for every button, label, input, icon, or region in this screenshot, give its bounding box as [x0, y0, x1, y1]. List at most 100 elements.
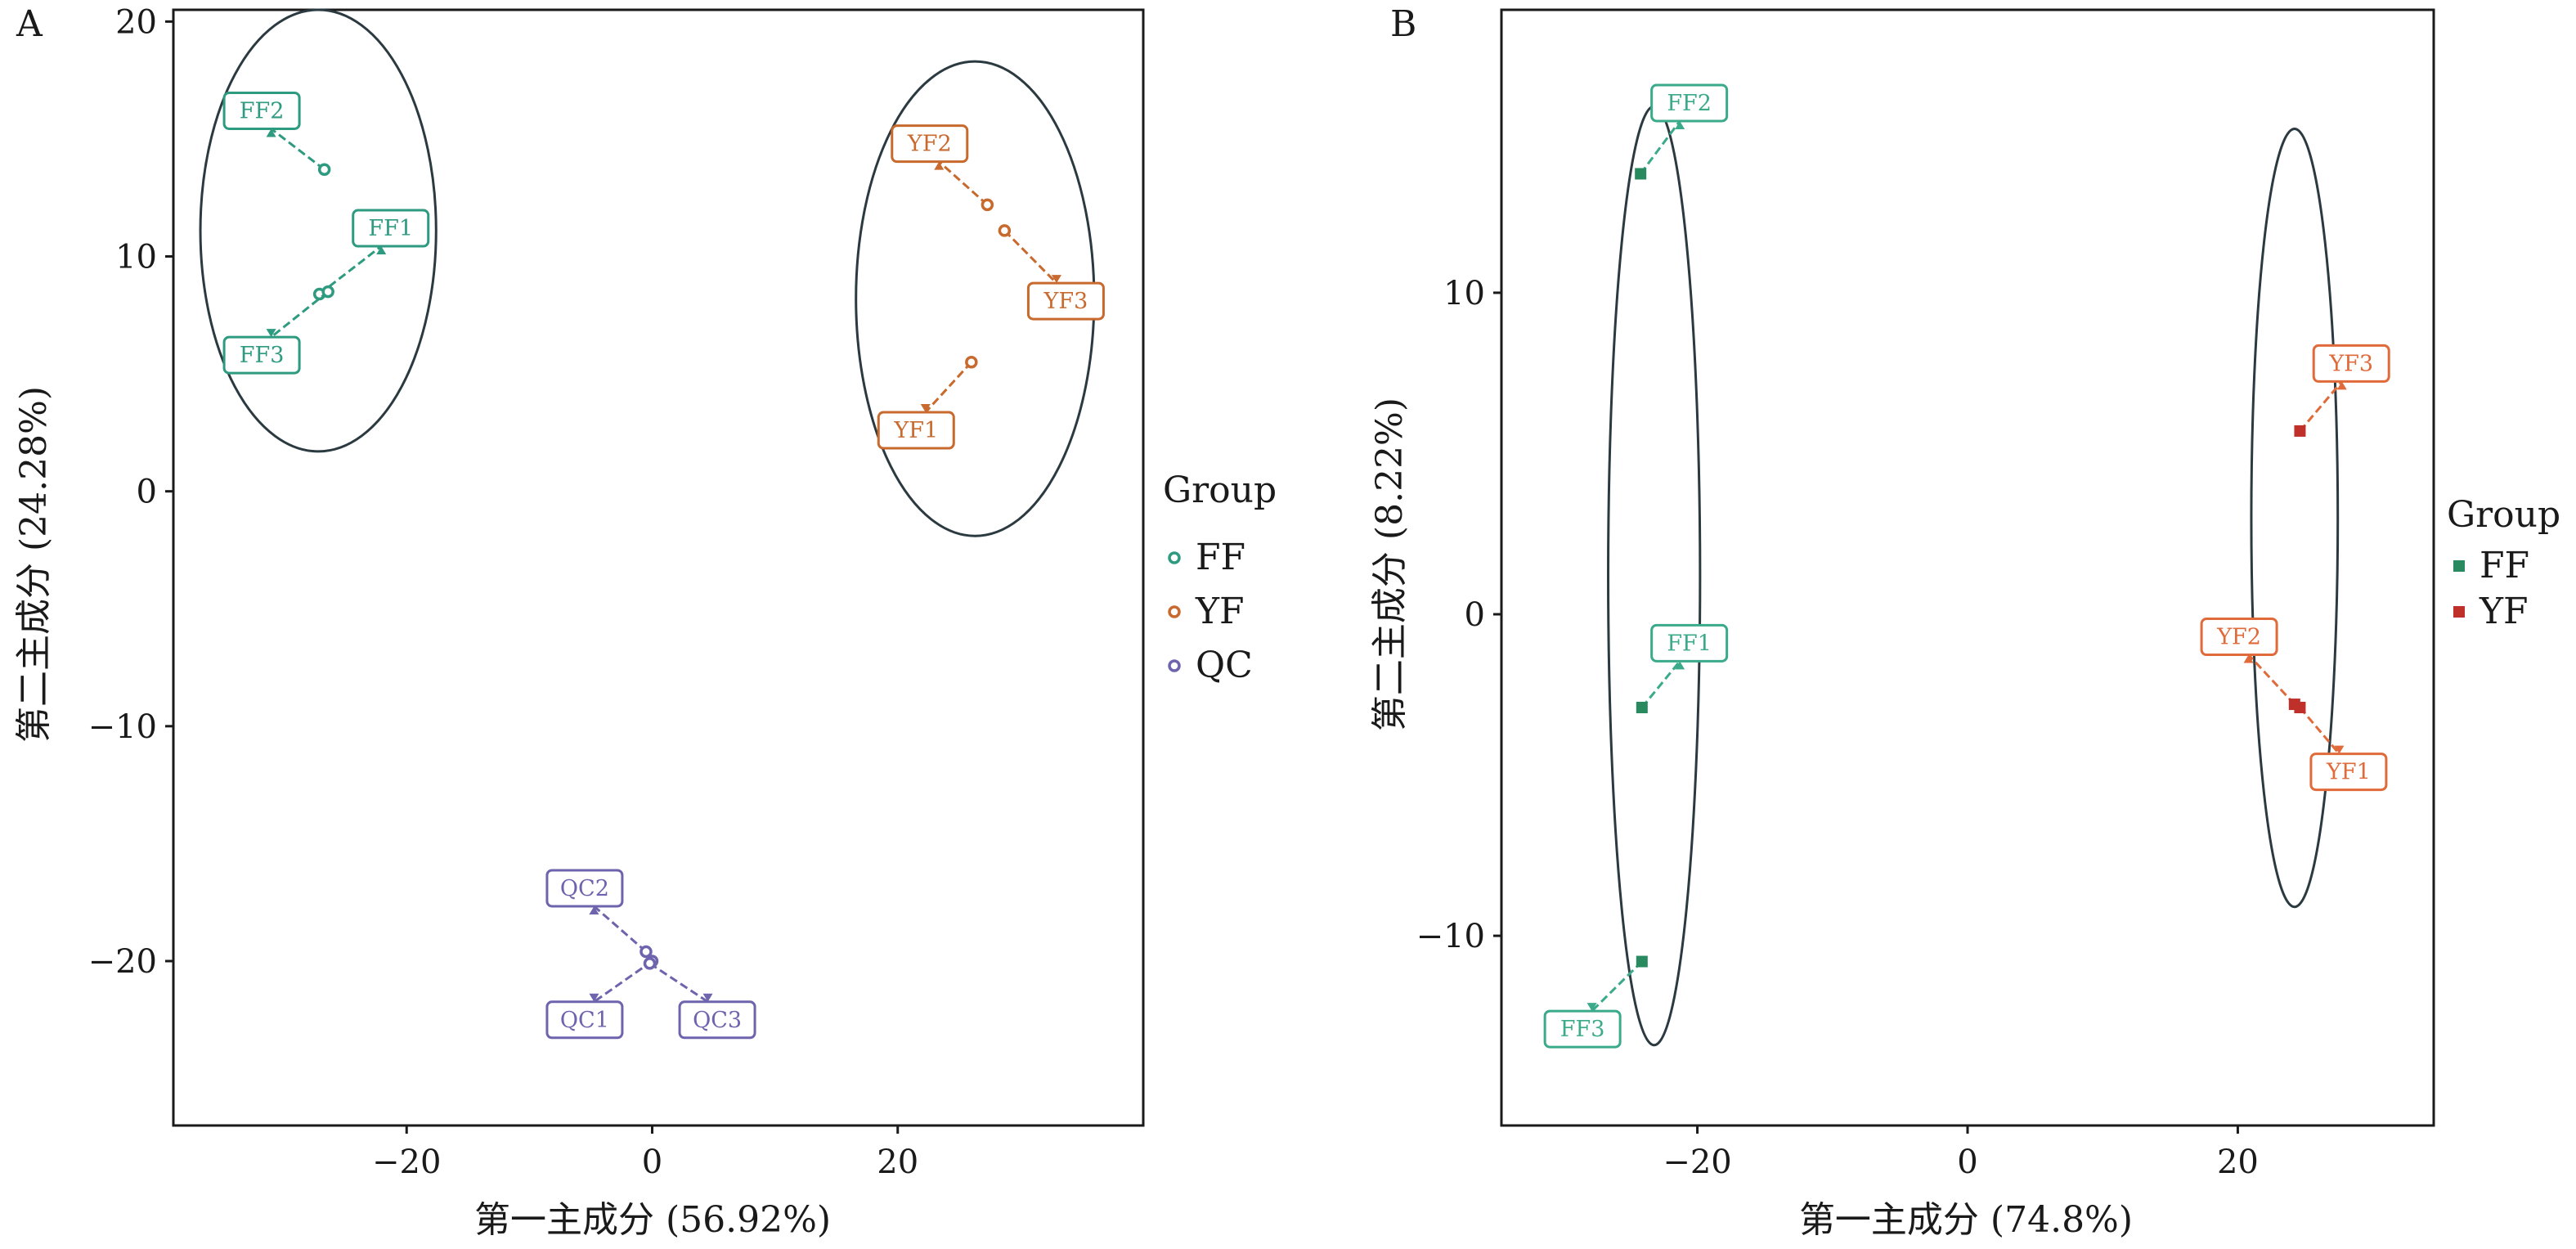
point-label: YF2	[891, 124, 989, 206]
label-box	[545, 869, 624, 908]
point-label: FF2	[1639, 83, 1729, 175]
legend-marker	[2453, 606, 2465, 618]
leader-arrow	[1586, 1003, 1597, 1012]
data-point	[998, 224, 1012, 237]
y-tick-label: 10	[115, 239, 157, 276]
point-label: YF2	[2200, 618, 2296, 706]
y-axis-title: 第二主成分 (8.22%)	[1369, 398, 1411, 731]
leader-arrow	[376, 246, 387, 255]
legend-title: Group	[2447, 494, 2560, 536]
label-box	[2309, 753, 2388, 792]
leader-line	[593, 905, 647, 953]
x-tick-label: −20	[1663, 1143, 1731, 1181]
point-label: YF3	[1003, 229, 1105, 321]
y-tick-label: 0	[1465, 596, 1485, 634]
panel-letter: B	[1390, 3, 1416, 45]
x-tick-label: 0	[642, 1143, 662, 1181]
point-label-text: FF3	[240, 343, 285, 368]
legend: Group FF YF	[2447, 494, 2560, 632]
point-label-text: YF2	[907, 132, 952, 157]
data-point	[1635, 168, 1647, 180]
label-box	[1650, 83, 1729, 123]
point-label: FF3	[1543, 960, 1643, 1049]
leader-line	[1640, 660, 1681, 708]
legend: Group FF YF QC	[1163, 469, 1277, 686]
point-label-text: QC2	[560, 876, 609, 901]
leader-line	[1003, 229, 1057, 285]
point-label-text: YF1	[2326, 760, 2371, 785]
label-box	[222, 335, 301, 375]
leader-arrow	[2336, 381, 2347, 390]
leader-arrow	[2243, 654, 2254, 663]
y-tick-label: 0	[137, 474, 157, 511]
point-label-text: QC3	[693, 1008, 742, 1033]
point-label: QC3	[648, 962, 756, 1040]
label-box	[1543, 1009, 1622, 1049]
data-point	[965, 355, 978, 369]
point-label: YF1	[877, 361, 972, 450]
x-axis-title: 第一主成分 (74.8%)	[1799, 1199, 2133, 1241]
legend-marker	[1168, 659, 1181, 672]
plot-frame	[172, 8, 1145, 1127]
leader-line	[924, 361, 972, 414]
label-box	[222, 91, 301, 130]
leader-arrow	[1675, 120, 1685, 129]
point-label: FF2	[222, 91, 325, 171]
legend-marker	[1168, 605, 1181, 618]
leader-arrow	[2334, 745, 2345, 754]
legend-label: YF	[1195, 591, 1245, 632]
point-label-text: FF2	[240, 98, 285, 124]
legend-label: FF	[1196, 537, 1245, 578]
panel-b: B −20 0 20 −10 0 10 第一主成分 (74.8%) 第二主成分 (8.22%) F…	[1369, 3, 2560, 1241]
data-point	[2294, 701, 2306, 713]
leader-line	[938, 160, 989, 206]
point-label-text: YF3	[2328, 351, 2373, 376]
group-ellipse	[199, 8, 438, 453]
y-tick-label: −10	[88, 708, 157, 746]
x-tick-label: 20	[877, 1143, 918, 1181]
point-label-text: FF1	[368, 216, 413, 241]
label-box	[1650, 623, 1729, 663]
group-ellipse	[1607, 105, 1702, 1047]
x-tick-label: 20	[2217, 1143, 2259, 1181]
leader-line	[2247, 654, 2296, 706]
label-box	[2312, 344, 2390, 383]
point-label-text: FF2	[1667, 91, 1712, 116]
point-label-text: YF1	[893, 418, 938, 443]
point-label-text: QC1	[560, 1008, 609, 1033]
x-tick-label: 0	[1957, 1143, 1977, 1181]
leader-line	[270, 128, 325, 171]
point-label: FF1	[1640, 623, 1729, 708]
label-box	[352, 209, 430, 248]
data-point	[643, 957, 657, 970]
group-ellipse	[2250, 127, 2340, 909]
label-box	[1026, 281, 1105, 321]
point-label: FF1	[318, 209, 430, 295]
y-tick-label: 20	[115, 3, 157, 41]
panel-a: A −20 0 20 −20 −10 0 10 20 第一主成分 (56.92%) 第二主成分 (2…	[13, 3, 1277, 1241]
y-tick-label: 10	[1443, 275, 1485, 312]
leader-line	[1639, 120, 1681, 175]
label-box	[2200, 618, 2278, 657]
point-label-text: FF1	[1667, 631, 1712, 656]
legend-label: QC	[1196, 645, 1253, 686]
leader-arrow	[266, 128, 276, 137]
y-axis-title: 第二主成分 (24.28%)	[13, 386, 55, 743]
point-label: QC2	[545, 869, 647, 953]
leader-line	[2299, 380, 2343, 432]
point-label: FF3	[222, 290, 330, 375]
legend-marker	[2453, 560, 2465, 572]
legend-label: FF	[2480, 545, 2529, 586]
data-point	[1636, 701, 1648, 713]
leader-arrow	[702, 993, 713, 1002]
point-label-text: FF3	[1560, 1017, 1605, 1042]
y-tick-label: −10	[1416, 918, 1485, 955]
leader-arrow	[589, 993, 599, 1002]
leader-line	[2299, 707, 2340, 755]
leader-arrow	[589, 905, 599, 914]
data-point	[1636, 955, 1648, 968]
y-tick-label: −20	[88, 943, 157, 981]
x-axis-title: 第一主成分 (56.92%)	[474, 1199, 831, 1241]
data-point	[317, 163, 331, 177]
